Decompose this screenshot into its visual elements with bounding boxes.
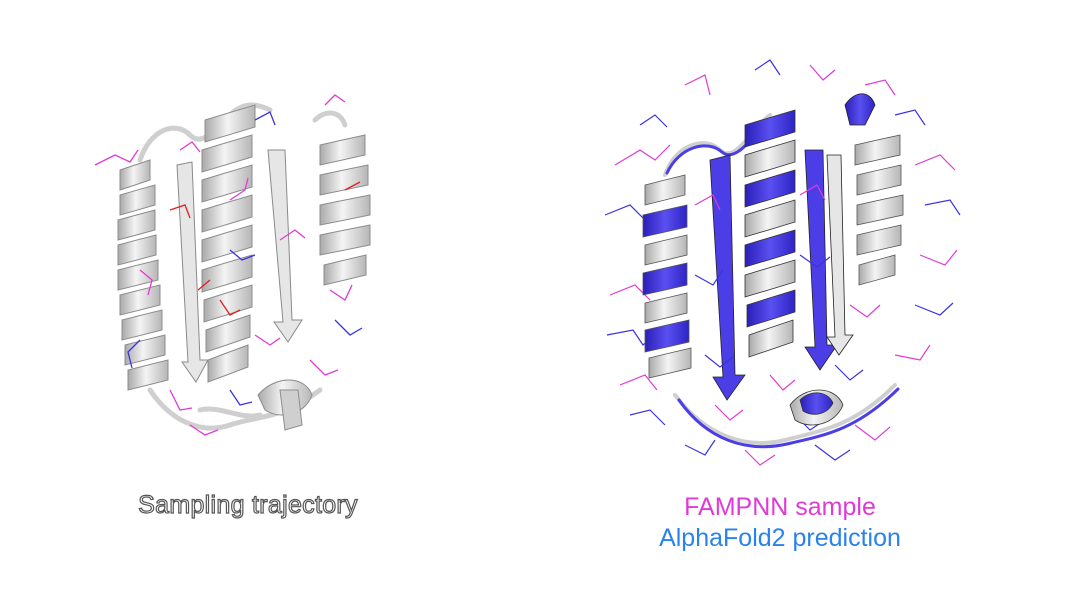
beta-strands-overlay	[709, 149, 854, 401]
fampnn-sample-caption: FAMPNN sample	[684, 493, 876, 521]
helix-left-overlay	[642, 174, 692, 379]
helix-right	[319, 134, 371, 286]
helix-left	[117, 159, 169, 391]
helix-top-overlay	[844, 93, 876, 126]
sampling-trajectory-caption: Sampling trajectory	[138, 490, 359, 519]
side-chains-foreground	[694, 184, 881, 391]
fampnn-alphafold-overlay-structure	[604, 59, 961, 466]
helix-center-overlay	[744, 109, 796, 358]
helix-center	[201, 104, 256, 383]
alphafold2-prediction-caption: AlphaFold2 prediction	[659, 524, 901, 552]
beta-strands	[176, 149, 303, 383]
sampling-trajectory-structure	[94, 94, 371, 436]
side-chains	[94, 94, 363, 436]
helix-right-overlay	[854, 134, 904, 286]
helix-bottom-overlay	[789, 389, 844, 426]
side-chains-background	[604, 59, 961, 466]
helix-bottom	[257, 379, 313, 431]
